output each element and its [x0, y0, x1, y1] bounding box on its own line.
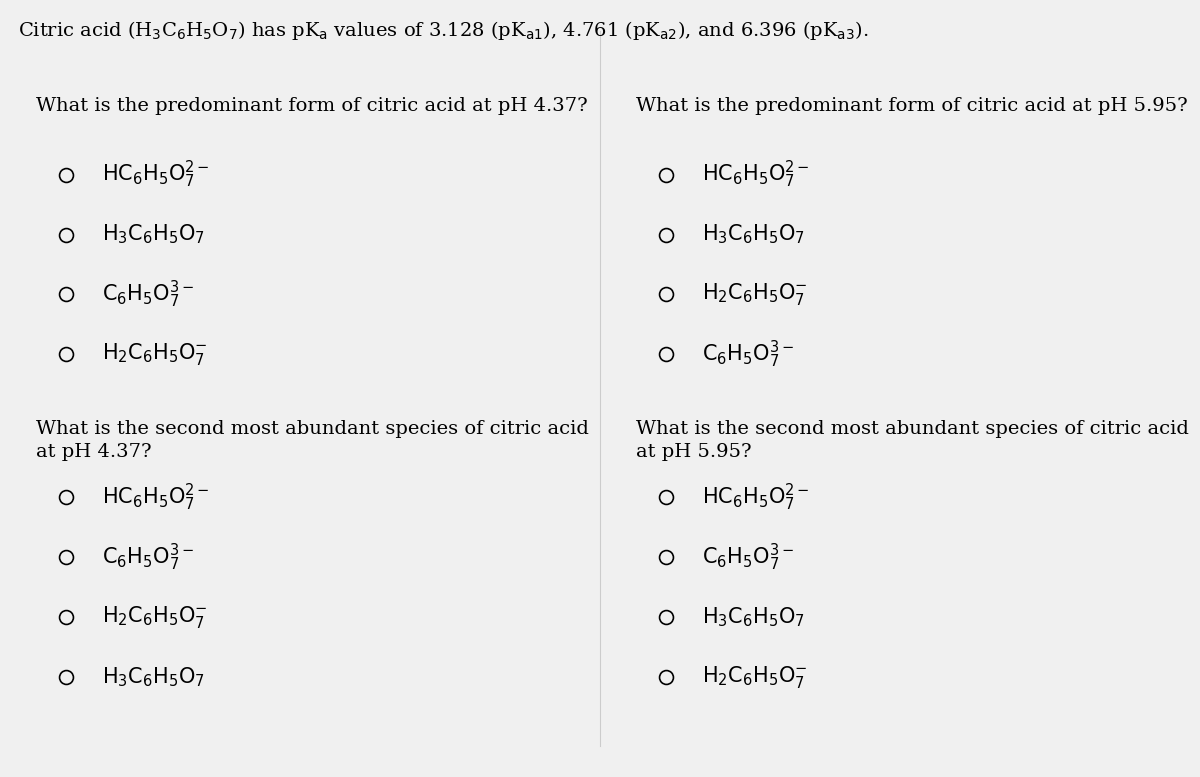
Text: What is the predominant form of citric acid at pH 5.95?: What is the predominant form of citric a…: [636, 97, 1188, 115]
Text: $\mathrm{HC_6H_5O_7^{2-}}$: $\mathrm{HC_6H_5O_7^{2-}}$: [702, 159, 810, 190]
Text: $\mathrm{C_6H_5O_7^{3-}}$: $\mathrm{C_6H_5O_7^{3-}}$: [102, 279, 194, 310]
Text: $\mathrm{C_6H_5O_7^{3-}}$: $\mathrm{C_6H_5O_7^{3-}}$: [702, 542, 794, 573]
Text: $\mathrm{H_3C_6H_5O_7}$: $\mathrm{H_3C_6H_5O_7}$: [102, 665, 205, 688]
Text: What is the second most abundant species of citric acid
at pH 5.95?: What is the second most abundant species…: [636, 420, 1189, 462]
Text: $\mathrm{H_2C_6H_5O_7^{-}}$: $\mathrm{H_2C_6H_5O_7^{-}}$: [702, 664, 808, 690]
Text: $\mathrm{H_2C_6H_5O_7^{-}}$: $\mathrm{H_2C_6H_5O_7^{-}}$: [102, 604, 208, 630]
Text: $\mathrm{HC_6H_5O_7^{2-}}$: $\mathrm{HC_6H_5O_7^{2-}}$: [702, 482, 810, 513]
Text: $\mathrm{H_2C_6H_5O_7^{-}}$: $\mathrm{H_2C_6H_5O_7^{-}}$: [102, 341, 208, 368]
Text: What is the predominant form of citric acid at pH 4.37?: What is the predominant form of citric a…: [36, 97, 588, 115]
Text: $\mathrm{H_3C_6H_5O_7}$: $\mathrm{H_3C_6H_5O_7}$: [102, 223, 205, 246]
Text: $\mathrm{HC_6H_5O_7^{2-}}$: $\mathrm{HC_6H_5O_7^{2-}}$: [102, 159, 210, 190]
Text: $\mathrm{HC_6H_5O_7^{2-}}$: $\mathrm{HC_6H_5O_7^{2-}}$: [102, 482, 210, 513]
Text: What is the second most abundant species of citric acid
at pH 4.37?: What is the second most abundant species…: [36, 420, 589, 462]
Text: $\mathrm{C_6H_5O_7^{3-}}$: $\mathrm{C_6H_5O_7^{3-}}$: [702, 339, 794, 370]
Text: $\mathrm{H_3C_6H_5O_7}$: $\mathrm{H_3C_6H_5O_7}$: [702, 605, 805, 629]
Text: $\mathrm{H_3C_6H_5O_7}$: $\mathrm{H_3C_6H_5O_7}$: [702, 223, 805, 246]
Text: Citric acid (H$_3$C$_6$H$_5$O$_7$) has pK$_\mathrm{a}$ values of 3.128 (pK$_\mat: Citric acid (H$_3$C$_6$H$_5$O$_7$) has p…: [18, 19, 869, 43]
Text: $\mathrm{H_2C_6H_5O_7^{-}}$: $\mathrm{H_2C_6H_5O_7^{-}}$: [702, 281, 808, 308]
Text: $\mathrm{C_6H_5O_7^{3-}}$: $\mathrm{C_6H_5O_7^{3-}}$: [102, 542, 194, 573]
